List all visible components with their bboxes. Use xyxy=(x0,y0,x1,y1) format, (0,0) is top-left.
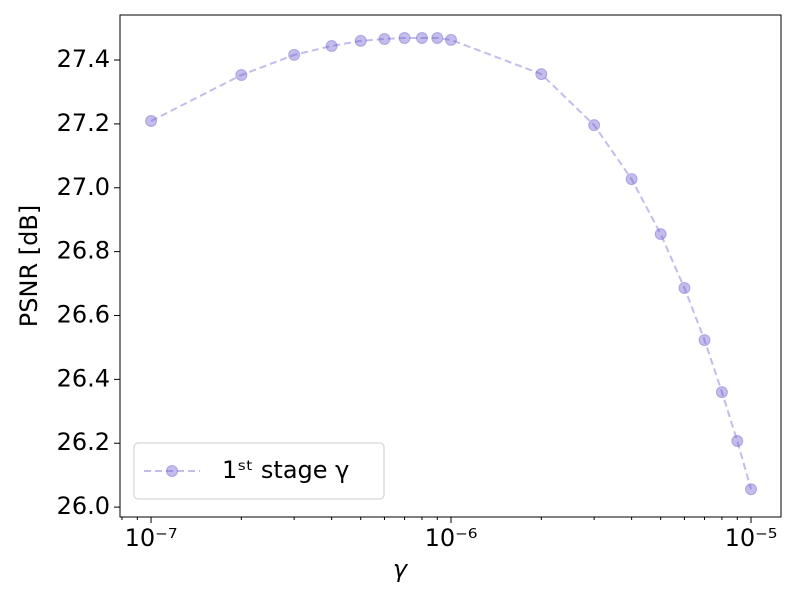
data-point xyxy=(288,48,301,61)
y-tick-label: 27.2 xyxy=(57,109,110,137)
y-tick-label: 26.8 xyxy=(57,237,110,265)
data-point xyxy=(698,334,711,347)
legend-marker xyxy=(166,465,178,477)
legend-label: 1ˢᵗ stage γ xyxy=(222,456,349,484)
y-tick-label: 26.6 xyxy=(57,300,110,328)
legend-box xyxy=(133,442,385,500)
data-point xyxy=(235,69,248,82)
data-point xyxy=(625,173,638,186)
data-point xyxy=(415,31,428,44)
data-point xyxy=(145,115,158,128)
data-point xyxy=(744,483,757,496)
x-tick-label: 10⁻⁵ xyxy=(725,524,778,552)
plot-frame xyxy=(119,14,782,518)
data-point xyxy=(588,119,601,132)
data-point xyxy=(654,228,667,241)
data-point xyxy=(678,282,691,295)
data-point xyxy=(325,39,338,52)
series-line xyxy=(150,36,752,490)
data-point xyxy=(445,33,458,46)
y-tick-label: 26.2 xyxy=(57,428,110,456)
data-point xyxy=(354,34,367,47)
data-point xyxy=(398,31,411,44)
y-tick-label: 27.4 xyxy=(57,45,110,73)
y-tick-label: 26.0 xyxy=(57,492,110,520)
data-point xyxy=(535,68,548,81)
x-axis-label: γ xyxy=(393,555,409,583)
y-axis-label: PSNR [dB] xyxy=(15,205,43,327)
data-point xyxy=(378,32,391,45)
y-tick-label: 27.0 xyxy=(57,173,110,201)
y-tick-label: 26.4 xyxy=(57,364,110,392)
data-point xyxy=(431,31,444,44)
x-tick-label: 10⁻⁷ xyxy=(125,524,178,552)
x-tick-label: 10⁻⁶ xyxy=(425,524,478,552)
data-point xyxy=(715,386,728,399)
data-point xyxy=(731,434,744,447)
